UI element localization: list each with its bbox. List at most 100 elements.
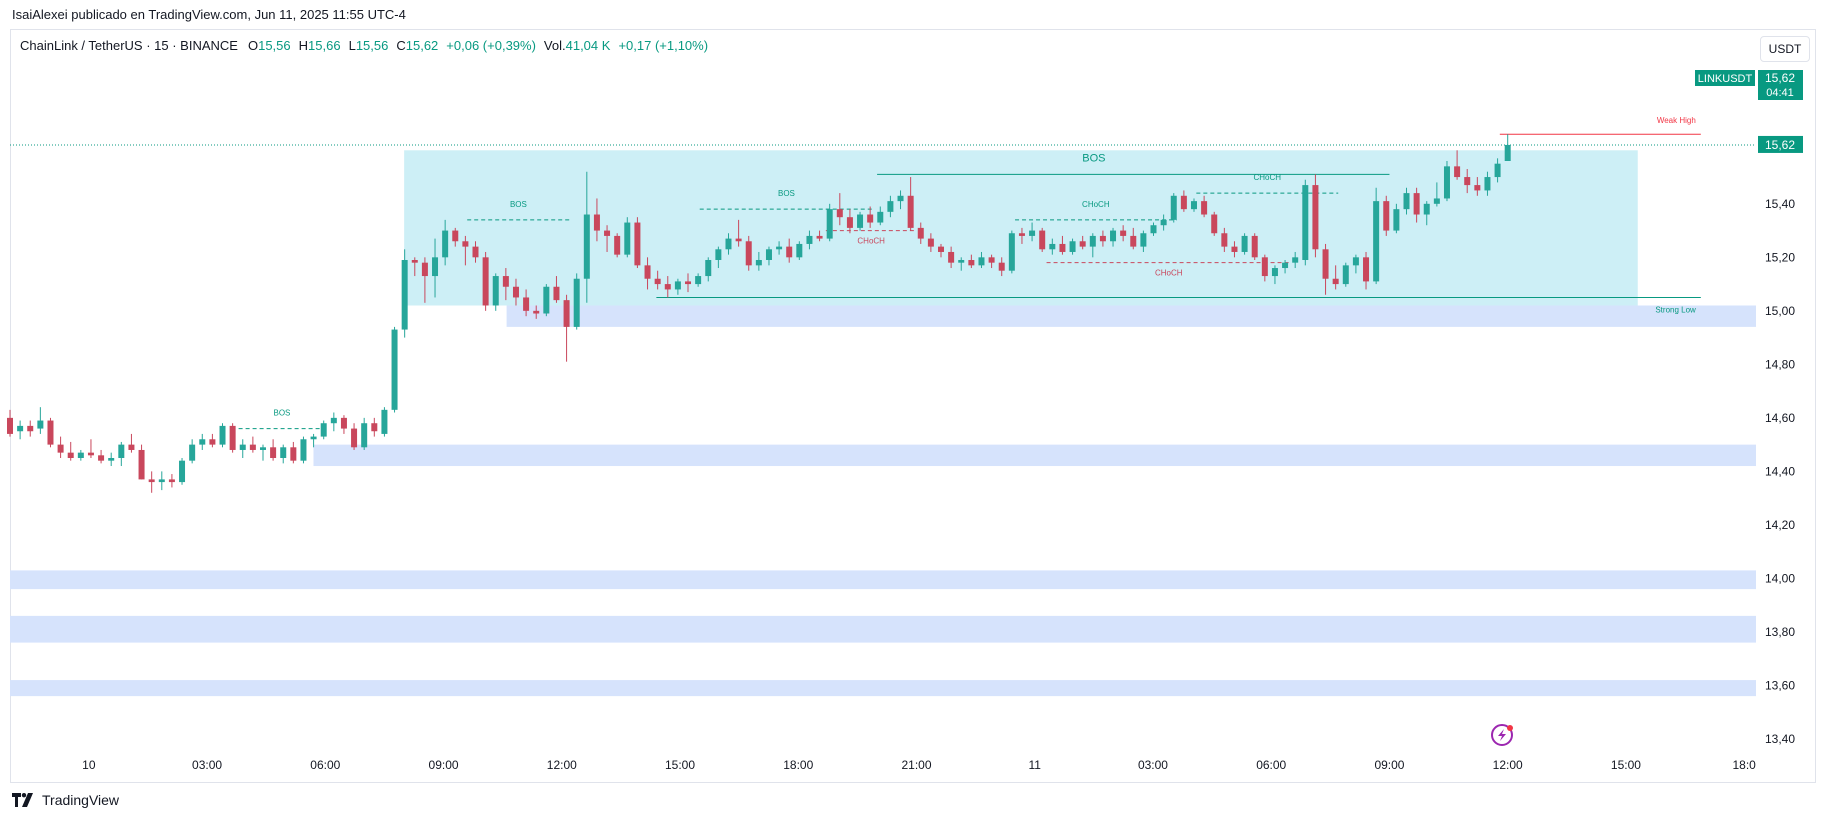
candle-body[interactable] xyxy=(1211,214,1218,234)
candle-body[interactable] xyxy=(1393,209,1400,231)
candle-body[interactable] xyxy=(583,214,590,279)
candle-body[interactable] xyxy=(705,260,712,277)
candle-body[interactable] xyxy=(452,230,459,242)
candle-body[interactable] xyxy=(877,211,884,223)
candle-body[interactable] xyxy=(179,460,186,483)
candle-body[interactable] xyxy=(543,286,550,314)
candle-body[interactable] xyxy=(1261,257,1268,277)
candle-body[interactable] xyxy=(57,444,64,453)
symbol-title[interactable]: ChainLink / TetherUS · 15 · BINANCE xyxy=(20,38,238,53)
candle-body[interactable] xyxy=(411,260,418,263)
candle-body[interactable] xyxy=(654,278,661,285)
candle-body[interactable] xyxy=(927,238,934,247)
candle-body[interactable] xyxy=(614,235,621,255)
candle-body[interactable] xyxy=(533,310,540,314)
candle-body[interactable] xyxy=(381,409,388,434)
candle-body[interactable] xyxy=(432,257,439,277)
candle-body[interactable] xyxy=(1039,230,1046,250)
candle-body[interactable] xyxy=(219,425,226,445)
candle-body[interactable] xyxy=(442,230,449,258)
candle-body[interactable] xyxy=(502,276,509,287)
candle-body[interactable] xyxy=(867,214,874,223)
candle-body[interactable] xyxy=(421,262,428,277)
candle-body[interactable] xyxy=(138,449,145,480)
candle-body[interactable] xyxy=(948,251,955,263)
candle-body[interactable] xyxy=(553,286,560,301)
candle-body[interactable] xyxy=(1363,257,1370,282)
candle-body[interactable] xyxy=(280,447,287,458)
candle-body[interactable] xyxy=(765,249,772,260)
candle-body[interactable] xyxy=(1099,235,1106,242)
candle-body[interactable] xyxy=(1373,201,1380,282)
candle-body[interactable] xyxy=(624,222,631,255)
candle-body[interactable] xyxy=(1312,185,1319,250)
candle-body[interactable] xyxy=(1221,233,1228,247)
candle-body[interactable] xyxy=(1494,163,1501,178)
currency-unit-button[interactable]: USDT xyxy=(1760,36,1810,62)
candle-body[interactable] xyxy=(1332,278,1339,285)
candle-body[interactable] xyxy=(1282,262,1289,269)
candle-body[interactable] xyxy=(988,257,995,263)
candle-body[interactable] xyxy=(1170,195,1177,220)
candle-body[interactable] xyxy=(189,444,196,461)
candle-body[interactable] xyxy=(128,444,135,450)
lightning-icon[interactable] xyxy=(1491,724,1513,746)
candle-body[interactable] xyxy=(1443,166,1450,199)
candle-body[interactable] xyxy=(1069,241,1076,252)
candle-body[interactable] xyxy=(340,417,347,429)
candle-body[interactable] xyxy=(1474,185,1481,191)
candle-body[interactable] xyxy=(674,281,681,290)
candle-body[interactable] xyxy=(239,444,246,450)
candle-body[interactable] xyxy=(1302,185,1309,260)
candle-body[interactable] xyxy=(320,423,327,437)
candle-body[interactable] xyxy=(695,276,702,285)
candle-body[interactable] xyxy=(1190,201,1197,210)
candle-body[interactable] xyxy=(1484,177,1491,191)
candle-body[interactable] xyxy=(715,249,722,260)
candle-body[interactable] xyxy=(199,439,206,445)
candle-body[interactable] xyxy=(857,214,864,228)
candle-body[interactable] xyxy=(391,329,398,410)
candle-body[interactable] xyxy=(168,479,175,483)
candle-body[interactable] xyxy=(17,425,24,432)
candle-body[interactable] xyxy=(1120,230,1127,236)
candle-body[interactable] xyxy=(361,423,368,448)
candle-body[interactable] xyxy=(593,214,600,231)
candle-body[interactable] xyxy=(1504,144,1511,161)
candle-body[interactable] xyxy=(1271,268,1278,277)
candle-body[interactable] xyxy=(938,246,945,252)
candle-body[interactable] xyxy=(604,230,611,236)
candle-body[interactable] xyxy=(1352,257,1359,266)
candle-body[interactable] xyxy=(816,235,823,239)
candle-body[interactable] xyxy=(249,444,256,450)
candle-body[interactable] xyxy=(401,260,408,330)
candle-body[interactable] xyxy=(87,452,94,456)
candle-body[interactable] xyxy=(1049,243,1056,250)
candle-body[interactable] xyxy=(644,265,651,279)
candle-body[interactable] xyxy=(978,257,985,266)
candle-body[interactable] xyxy=(917,227,924,239)
candle-body[interactable] xyxy=(67,452,74,458)
candle-body[interactable] xyxy=(958,260,965,263)
candle-body[interactable] xyxy=(725,238,732,250)
candle-body[interactable] xyxy=(735,238,742,242)
candle-body[interactable] xyxy=(786,246,793,258)
candle-body[interactable] xyxy=(1110,230,1117,242)
candle-body[interactable] xyxy=(685,281,692,285)
candle-body[interactable] xyxy=(1059,243,1066,252)
candle-body[interactable] xyxy=(1383,201,1390,231)
candle-body[interactable] xyxy=(745,241,752,266)
candle-body[interactable] xyxy=(27,425,34,432)
candle-body[interactable] xyxy=(1464,177,1471,186)
candle-body[interactable] xyxy=(1079,241,1086,247)
candle-body[interactable] xyxy=(846,217,853,228)
candle-body[interactable] xyxy=(1342,265,1349,285)
candle-body[interactable] xyxy=(270,447,277,458)
candle-body[interactable] xyxy=(806,235,813,244)
candle-body[interactable] xyxy=(1322,249,1329,279)
candle-body[interactable] xyxy=(968,260,975,266)
candle-body[interactable] xyxy=(108,458,115,461)
candle-body[interactable] xyxy=(330,417,337,424)
candle-body[interactable] xyxy=(1008,233,1015,271)
